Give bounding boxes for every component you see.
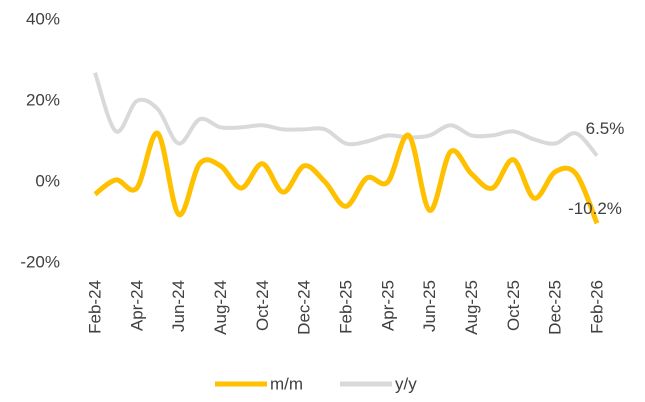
series-line — [93, 130, 600, 225]
legend-label: y/y — [395, 374, 417, 393]
y-tick-label: 20% — [26, 90, 60, 109]
x-tick-label: Feb-26 — [587, 280, 606, 334]
x-tick-label: Jun-25 — [420, 280, 439, 332]
x-tick-label: Oct-25 — [504, 280, 523, 331]
y-tick-label: 40% — [26, 9, 60, 28]
series-line — [93, 71, 599, 158]
x-tick-label: Dec-24 — [295, 280, 314, 335]
x-tick-label: Apr-25 — [378, 280, 397, 331]
x-tick-label: Oct-24 — [253, 280, 272, 331]
x-tick-label: Apr-24 — [127, 280, 146, 331]
x-tick-label: Dec-25 — [546, 280, 565, 335]
data-label: 6.5% — [586, 119, 625, 138]
x-tick-label: Jun-24 — [169, 280, 188, 332]
x-tick-label: Aug-25 — [462, 280, 481, 335]
x-tick-label: Feb-24 — [85, 280, 104, 334]
y-tick-label: 0% — [35, 171, 60, 190]
x-tick-label: Feb-25 — [336, 280, 355, 334]
x-tick-label: Aug-24 — [211, 280, 230, 335]
data-label: -10.2% — [568, 199, 622, 218]
legend-label: m/m — [270, 374, 303, 393]
y-tick-label: -20% — [20, 252, 60, 271]
